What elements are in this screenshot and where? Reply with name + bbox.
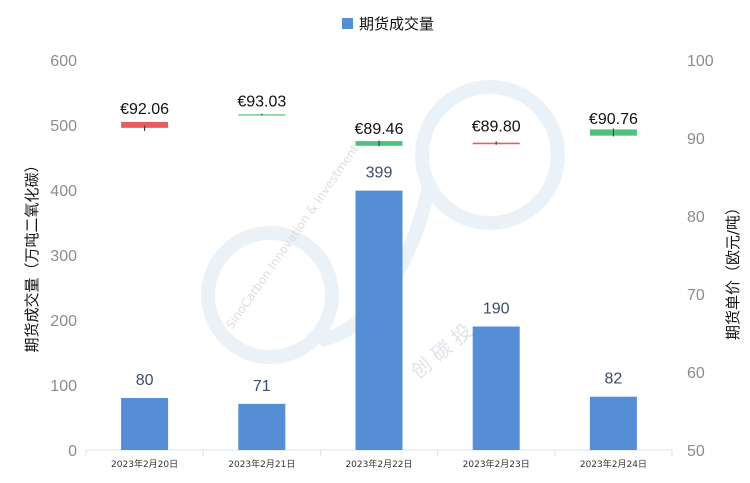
- volume-data-label: 190: [483, 301, 510, 318]
- x-axis-ticks: 2023年2月20日 2023年2月21日 2023年2月22日 2023年2月23日…: [85, 450, 673, 470]
- watermark-circle-left: [201, 226, 339, 364]
- volume-bar: [238, 403, 286, 450]
- right-tick-label: 80: [687, 209, 705, 226]
- left-tick-label: 0: [68, 443, 77, 460]
- price-data-label: €93.03: [237, 93, 286, 110]
- left-axis-ticks: 0 100 200 300 400 500 600: [50, 53, 77, 460]
- price-data-label: €92.06: [120, 101, 169, 118]
- left-tick-label: 400: [50, 183, 77, 200]
- volume-bar: [589, 396, 637, 450]
- left-axis-title: 期货成交量（万吨二氧化碳）: [23, 157, 41, 352]
- left-tick-label: 200: [50, 313, 77, 330]
- right-tick-label: 70: [687, 287, 705, 304]
- price-data-label: €89.46: [355, 121, 404, 138]
- left-tick-label: 300: [50, 248, 77, 265]
- right-axis-ticks: 50 60 70 80 90 100: [687, 53, 714, 460]
- x-tick-label: 2023年2月21日: [228, 458, 295, 470]
- legend: 期货成交量: [342, 15, 434, 33]
- volume-data-label: 71: [253, 378, 271, 395]
- price-markers: [121, 113, 637, 147]
- price-marker: [121, 121, 169, 128]
- volume-data-label: 80: [136, 372, 154, 389]
- left-tick-label: 600: [50, 53, 77, 70]
- right-tick-label: 50: [687, 443, 705, 460]
- right-tick-label: 90: [687, 131, 705, 148]
- volume-data-label: 82: [605, 371, 623, 388]
- watermark-chinese-text: 创 碳 投: [406, 319, 477, 384]
- x-tick-label: 2023年2月22日: [345, 458, 412, 470]
- watermark-circle-right: [415, 80, 565, 230]
- price-data-label: €89.80: [472, 119, 521, 136]
- right-axis-title: 期货单价（欧元/吨）: [724, 200, 742, 340]
- x-tick-label: 2023年2月23日: [463, 458, 530, 470]
- volume-bars: [121, 190, 637, 450]
- x-tick-label: 2023年2月20日: [111, 458, 178, 470]
- x-tick-label: 2023年2月24日: [580, 458, 647, 470]
- right-tick-label: 100: [687, 53, 714, 70]
- legend-swatch: [342, 18, 353, 29]
- left-tick-label: 500: [50, 118, 77, 135]
- left-tick-label: 100: [50, 378, 77, 395]
- legend-label: 期货成交量: [359, 15, 434, 33]
- volume-bar: [121, 398, 169, 450]
- price-data-label: €90.76: [589, 111, 638, 128]
- volume-data-label: 399: [366, 165, 393, 182]
- volume-bar: [355, 190, 403, 450]
- price-labels: €92.06 €93.03 €89.46 €89.80 €90.76: [120, 93, 638, 138]
- volume-labels: 80 71 399 190 82: [136, 165, 623, 395]
- right-tick-label: 60: [687, 365, 705, 382]
- volume-bar: [472, 326, 520, 450]
